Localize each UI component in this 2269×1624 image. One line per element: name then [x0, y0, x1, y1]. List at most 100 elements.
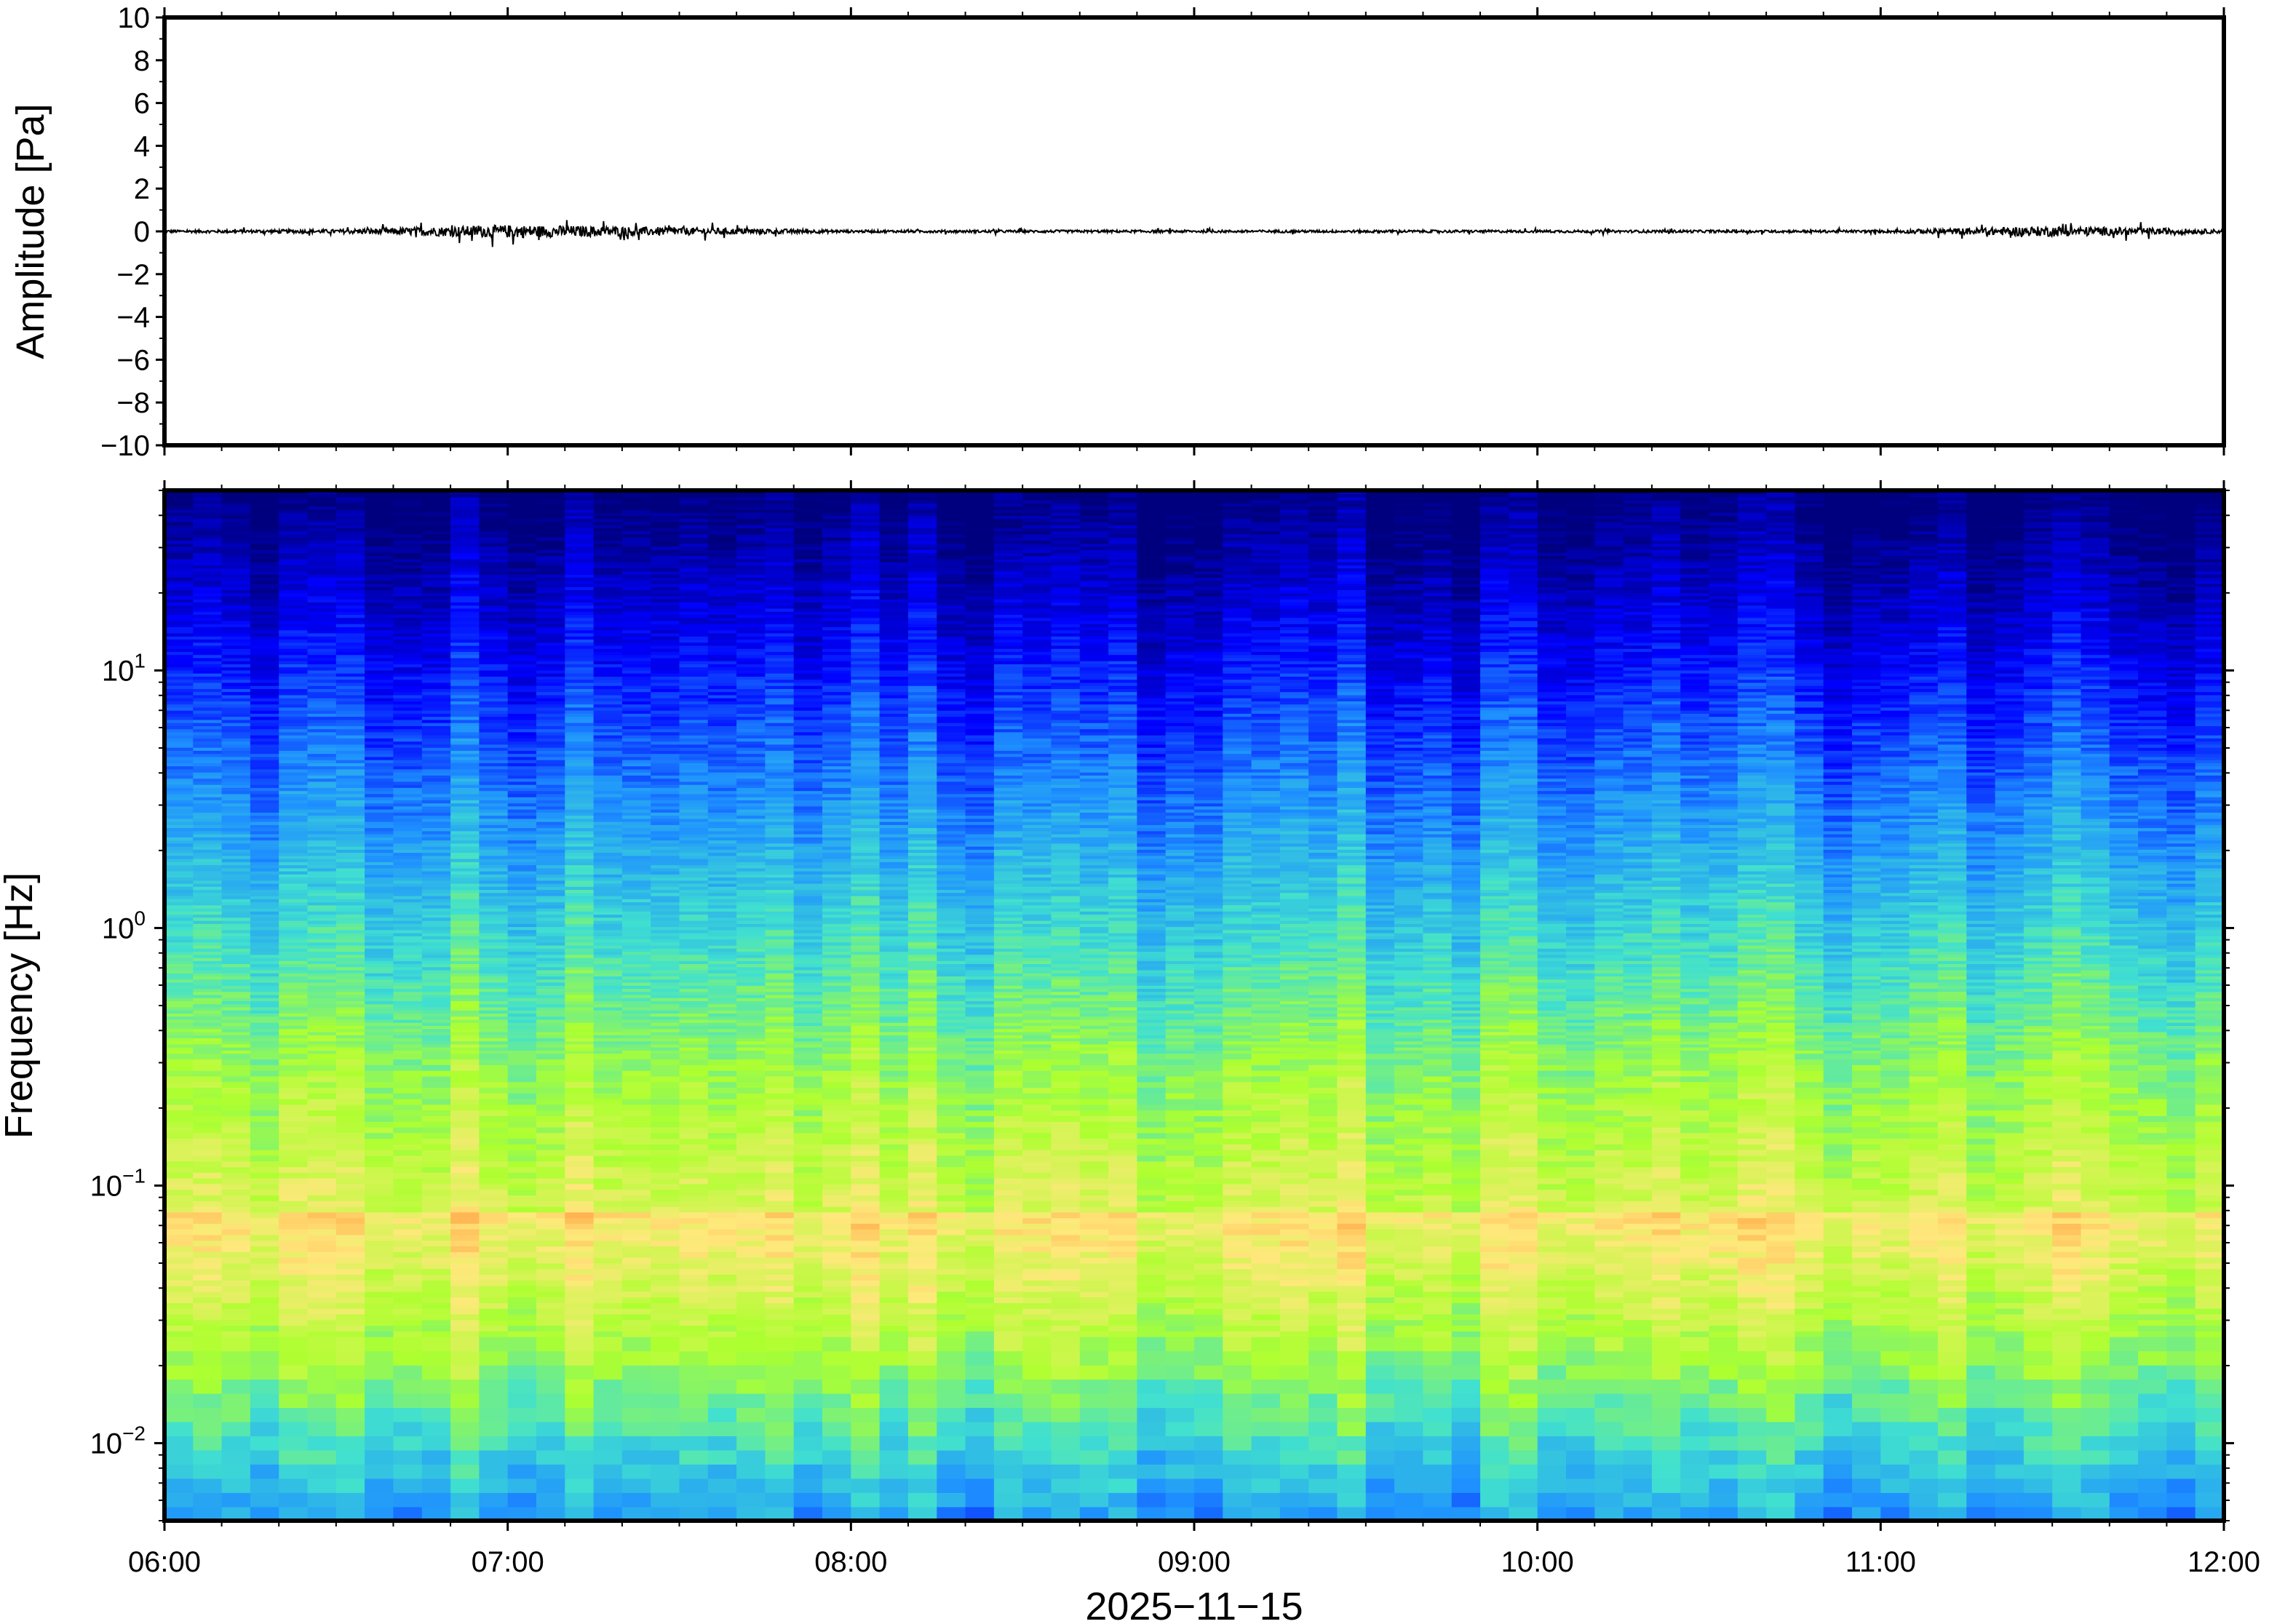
- spectrogram-cell: [507, 1013, 537, 1017]
- spectrogram-cell: [221, 904, 251, 909]
- spectrogram-cell: [421, 796, 451, 800]
- spectrogram-cell: [335, 982, 365, 986]
- spectrogram-cell: [365, 1393, 394, 1409]
- spectrogram-cell: [164, 537, 194, 541]
- spectrogram-cell: [193, 685, 223, 689]
- spectrogram-cell: [507, 998, 537, 1001]
- spectrogram-cell: [307, 985, 337, 989]
- spectrogram-cell: [335, 589, 365, 594]
- spectrogram-cell: [421, 883, 451, 887]
- spectrogram-cell: [651, 803, 680, 807]
- spectrogram-cell: [365, 747, 394, 751]
- spectrogram-cell: [565, 570, 595, 575]
- spectrogram-cell: [393, 648, 423, 652]
- spectrogram-cell: [536, 1364, 566, 1380]
- spectrogram-cell: [679, 855, 709, 859]
- spectrogram-cell: [479, 577, 509, 581]
- spectrogram-cell: [679, 870, 709, 875]
- spectrogram-cell: [651, 1206, 680, 1213]
- spectrogram-cell: [393, 944, 423, 949]
- spectrogram-cell: [621, 1217, 651, 1224]
- spectrogram-cell: [307, 614, 337, 618]
- spectrogram-cell: [221, 1201, 251, 1207]
- spectrogram-cell: [421, 747, 451, 751]
- spectrogram-cell: [365, 620, 394, 624]
- spectrogram-cell: [393, 803, 423, 807]
- spectrogram-cell: [479, 812, 509, 816]
- spectrogram-cell: [221, 1313, 251, 1321]
- spectrogram-cell: [365, 664, 394, 668]
- spectrogram-cell: [536, 988, 566, 992]
- spectrogram-cell: [421, 1025, 451, 1030]
- spectrogram-cell: [679, 1019, 709, 1023]
- spectrogram-cell: [250, 1161, 279, 1168]
- spectrogram-cell: [565, 1000, 595, 1005]
- spectrogram-cell: [679, 787, 709, 792]
- spectrogram-cell: [279, 521, 309, 525]
- spectrogram-cell: [621, 821, 651, 825]
- spectrogram-cell: [651, 617, 680, 621]
- spectrogram-cell: [335, 1000, 365, 1005]
- spectrogram-cell: [651, 645, 680, 649]
- spectrogram-cell: [193, 1449, 223, 1465]
- spectrogram-cell: [621, 1053, 651, 1060]
- spectrogram-cell: [365, 899, 394, 903]
- spectrogram-cell: [393, 1262, 423, 1270]
- spectrogram-cell: [679, 636, 709, 640]
- spectrogram-cell: [221, 698, 251, 701]
- spectrogram-cell: [250, 568, 279, 572]
- spectrogram-cell: [536, 917, 566, 921]
- spectrogram-cell: [679, 759, 709, 763]
- spectrogram-cell: [279, 998, 309, 1001]
- spectrogram-cell: [307, 1010, 337, 1014]
- spectrogram-cell: [679, 966, 709, 971]
- spectrogram-cell: [250, 1064, 279, 1071]
- spectrogram-cell: [335, 845, 365, 850]
- spectrogram-cell: [221, 1031, 251, 1035]
- spectrogram-cell: [651, 954, 680, 958]
- spectrogram-cell: [450, 957, 480, 961]
- spectrogram-cell: [479, 1155, 509, 1162]
- spectrogram-cell: [365, 574, 394, 578]
- spectrogram-cell: [335, 1246, 365, 1252]
- spectrogram-cell: [565, 503, 595, 507]
- spectrogram-cell: [164, 624, 194, 627]
- spectrogram-cell: [651, 883, 680, 887]
- spectrogram-cell: [335, 936, 365, 940]
- spectrogram-cell: [679, 565, 709, 569]
- spectrogram-cell: [651, 1336, 680, 1352]
- spectrogram-cell: [565, 960, 595, 964]
- spectrogram-cell: [393, 738, 423, 742]
- spectrogram-cell: [393, 867, 423, 872]
- spectrogram-cell: [279, 1393, 309, 1409]
- spectrogram-cell: [193, 515, 223, 520]
- spectrogram-cell: [707, 985, 737, 989]
- spectrogram-cell: [421, 756, 451, 760]
- spectrogram-cell: [307, 1331, 337, 1337]
- waveform-y-axis-title: Amplitude [Pa]: [9, 103, 52, 359]
- spectrogram-cell: [193, 1206, 223, 1213]
- spectrogram-cell: [164, 932, 194, 936]
- spectrogram-cell: [164, 1285, 194, 1292]
- spectrogram-cell: [193, 763, 223, 767]
- spectrogram-cell: [450, 1206, 480, 1213]
- spectrogram-cell: [536, 914, 566, 918]
- spectrogram-cell: [707, 1028, 737, 1032]
- spectrogram-cell: [365, 1325, 394, 1332]
- spectrogram-cell: [536, 698, 566, 701]
- spectrogram-cell: [221, 583, 251, 587]
- spectrogram-cell: [621, 1268, 651, 1275]
- spectrogram-cell: [707, 1093, 737, 1099]
- spectrogram-cell: [651, 1302, 680, 1309]
- spectrogram-cell: [393, 657, 423, 661]
- spectrogram-cell: [450, 496, 480, 501]
- spectrogram-cell: [335, 1003, 365, 1008]
- spectrogram-cell: [536, 969, 566, 974]
- spectrogram-cell: [707, 651, 737, 656]
- spectrogram-cell: [593, 954, 623, 958]
- spectrogram-cell: [193, 496, 223, 501]
- spectrogram-cell: [707, 796, 737, 800]
- spectrogram-cell: [593, 803, 623, 807]
- spectrogram-cell: [221, 778, 251, 782]
- spectrogram-cell: [221, 624, 251, 627]
